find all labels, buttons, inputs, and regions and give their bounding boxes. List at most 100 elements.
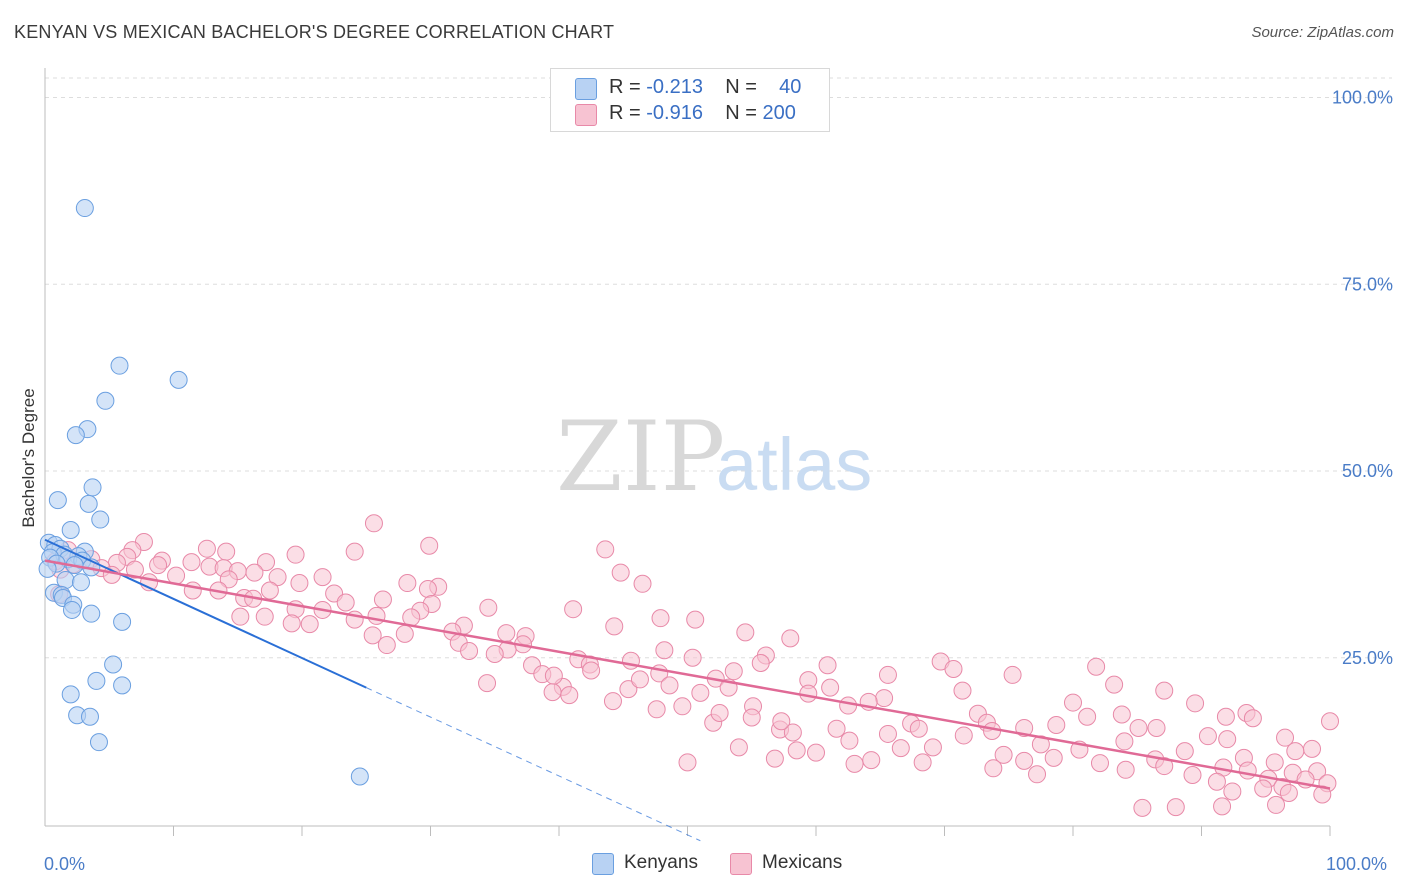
mexican-point xyxy=(736,623,755,642)
mexican-point xyxy=(686,610,705,629)
mexican-point xyxy=(1276,728,1295,747)
mexican-point xyxy=(1223,782,1242,801)
mexican-point xyxy=(497,624,516,643)
mexican-point xyxy=(799,684,818,703)
mexican-point xyxy=(821,678,840,697)
watermark-atlas: atlas xyxy=(716,423,872,506)
mexican-point xyxy=(724,662,743,681)
y-tick-labels: 25.0% 50.0% 75.0% 100.0% xyxy=(1332,88,1393,668)
kenyan-point xyxy=(48,491,67,510)
mexicans-points xyxy=(46,514,1339,817)
kenyan-point xyxy=(61,685,80,704)
legend-r-value-mexicans: -0.916 xyxy=(646,102,703,124)
mexican-point xyxy=(878,665,897,684)
y-tick-label-25: 25.0% xyxy=(1342,648,1393,668)
mexican-point xyxy=(149,556,168,575)
kenyan-point xyxy=(89,733,108,752)
mexican-point xyxy=(1303,739,1322,758)
mexican-point xyxy=(818,656,837,675)
mexican-point xyxy=(683,648,702,667)
mexican-point xyxy=(268,568,287,587)
kenyan-point xyxy=(96,391,115,410)
mexican-point xyxy=(691,683,710,702)
mexican-point xyxy=(1112,705,1131,724)
mexican-point xyxy=(840,731,859,750)
mexican-point xyxy=(564,600,583,619)
mexican-point xyxy=(560,686,579,705)
mexican-point xyxy=(1044,748,1063,767)
kenyan-point xyxy=(87,671,106,690)
mexican-point xyxy=(751,653,770,672)
x-axis-ticks xyxy=(173,826,1331,836)
kenyan-point xyxy=(71,573,90,592)
mexican-point xyxy=(1155,757,1174,776)
mexican-point xyxy=(891,739,910,758)
kenyan-point xyxy=(113,676,132,695)
mexicans-swatch xyxy=(575,104,597,126)
mexican-point xyxy=(807,743,825,762)
mexican-point xyxy=(1175,742,1194,761)
mexican-point xyxy=(582,661,601,680)
mexican-point xyxy=(655,641,674,660)
mexican-point xyxy=(313,568,332,587)
legend-r-label: R = xyxy=(609,76,641,98)
mexican-point xyxy=(197,539,216,558)
mexican-point xyxy=(1115,732,1134,751)
mexican-point xyxy=(862,751,881,770)
y-tick-label-100: 100.0% xyxy=(1332,88,1393,108)
kenyans-points xyxy=(38,199,369,786)
mexican-point xyxy=(479,598,498,617)
mexican-point xyxy=(182,553,201,572)
kenyans-swatch xyxy=(592,853,614,875)
mexican-point xyxy=(1207,772,1226,791)
mexican-point xyxy=(651,609,670,628)
mexican-point xyxy=(395,624,414,643)
mexican-point xyxy=(1254,779,1273,798)
mexican-point xyxy=(878,724,897,743)
mexican-point xyxy=(630,670,649,689)
mexican-point xyxy=(377,636,396,655)
mexican-point xyxy=(300,615,319,634)
mexican-point xyxy=(260,581,279,600)
mexican-point xyxy=(772,712,791,731)
kenyan-point xyxy=(350,767,369,786)
mexican-point xyxy=(783,723,802,742)
mexican-point xyxy=(257,553,276,572)
mexican-point xyxy=(1183,766,1202,785)
mexican-point xyxy=(125,560,144,579)
mexican-point xyxy=(1129,718,1148,737)
mexican-point xyxy=(994,745,1013,764)
mexican-point xyxy=(944,659,963,678)
mexican-point xyxy=(1238,761,1257,780)
mexican-point xyxy=(1166,798,1185,817)
mexican-point xyxy=(367,606,386,625)
kenyan-point xyxy=(104,655,123,674)
mexican-point xyxy=(953,681,972,700)
mexican-point xyxy=(1321,712,1339,731)
mexican-point xyxy=(1155,681,1174,700)
mexican-point xyxy=(1286,742,1305,761)
mexican-point xyxy=(1031,735,1050,754)
mexican-point xyxy=(255,607,274,626)
mexican-point xyxy=(1147,718,1166,737)
mexican-point xyxy=(913,753,932,772)
mexican-point xyxy=(373,590,392,609)
mexican-point xyxy=(364,514,383,533)
kenyan-point xyxy=(169,370,188,389)
mexican-point xyxy=(167,566,186,585)
legend-r-value-kenyans: -0.213 xyxy=(646,76,703,98)
mexicans-trend-line xyxy=(44,559,1331,790)
mexican-point xyxy=(363,626,382,645)
mexican-point xyxy=(398,574,417,593)
legend-n-label: N = xyxy=(725,76,757,98)
mexican-point xyxy=(647,700,666,719)
mexican-point xyxy=(1267,795,1286,814)
x-tick-label-min: 0.0% xyxy=(44,854,85,874)
mexican-point xyxy=(765,749,784,768)
mexican-point xyxy=(1116,760,1135,779)
mexican-point xyxy=(245,563,264,582)
y-axis-label: Bachelor's Degree xyxy=(19,388,38,527)
mexican-point xyxy=(420,536,439,555)
correlation-legend: R = -0.213 N = 40 R = -0.916 N = 200 xyxy=(550,68,830,132)
mexican-point xyxy=(1186,694,1205,713)
